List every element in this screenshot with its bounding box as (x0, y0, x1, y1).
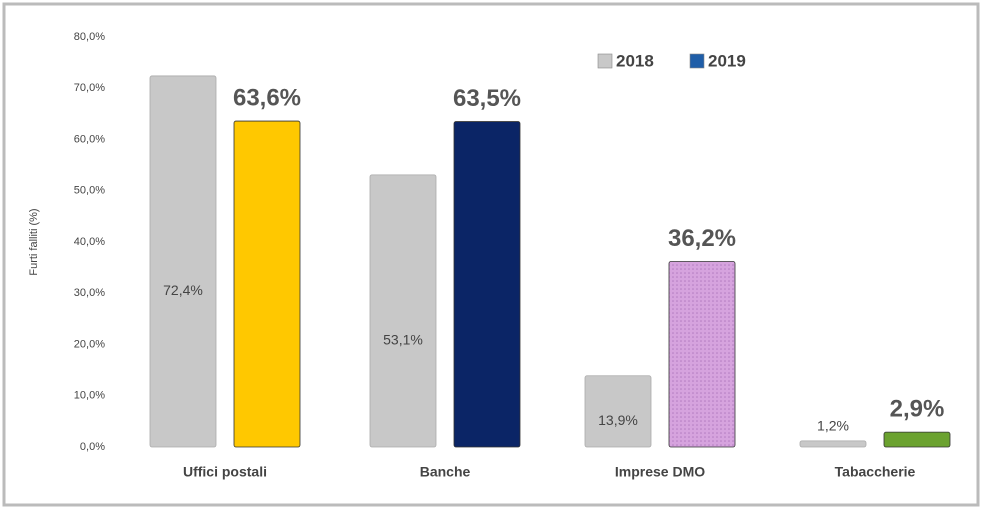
y-tick-label: 70,0% (74, 82, 105, 94)
legend-swatch (597, 53, 613, 69)
bar (799, 440, 867, 448)
legend-label: 2018 (616, 51, 654, 70)
y-tick-label: 60,0% (74, 133, 105, 145)
y-tick-label: 20,0% (74, 338, 105, 350)
bar (584, 375, 652, 448)
data-label: 63,5% (453, 85, 521, 112)
y-tick-label: 30,0% (74, 287, 105, 299)
x-tick-label: Tabaccherie (835, 464, 916, 480)
data-label: 72,4% (163, 282, 203, 298)
data-label: 2,9% (890, 395, 945, 422)
y-tick-label: 10,0% (74, 390, 105, 402)
bar (668, 261, 736, 448)
bar (453, 121, 521, 448)
y-tick-label: 40,0% (74, 236, 105, 248)
data-label: 63,6% (233, 84, 301, 111)
bar (233, 120, 301, 448)
data-label: 13,9% (598, 412, 638, 428)
legend-label: 2019 (708, 51, 746, 70)
bar (369, 174, 437, 448)
data-label: 36,2% (668, 225, 736, 252)
data-label: 53,1% (383, 332, 423, 348)
y-tick-label: 80,0% (74, 31, 105, 43)
y-tick-label: 0,0% (80, 441, 105, 453)
bar (883, 431, 951, 448)
bar (149, 75, 217, 448)
legend-swatch (689, 53, 705, 69)
x-tick-label: Uffici postali (183, 464, 267, 480)
data-label: 1,2% (817, 418, 849, 434)
x-tick-label: Imprese DMO (615, 464, 705, 480)
y-tick-label: 50,0% (74, 185, 105, 197)
x-tick-label: Banche (420, 464, 471, 480)
y-axis-label: Furti falliti (%) (28, 208, 40, 275)
